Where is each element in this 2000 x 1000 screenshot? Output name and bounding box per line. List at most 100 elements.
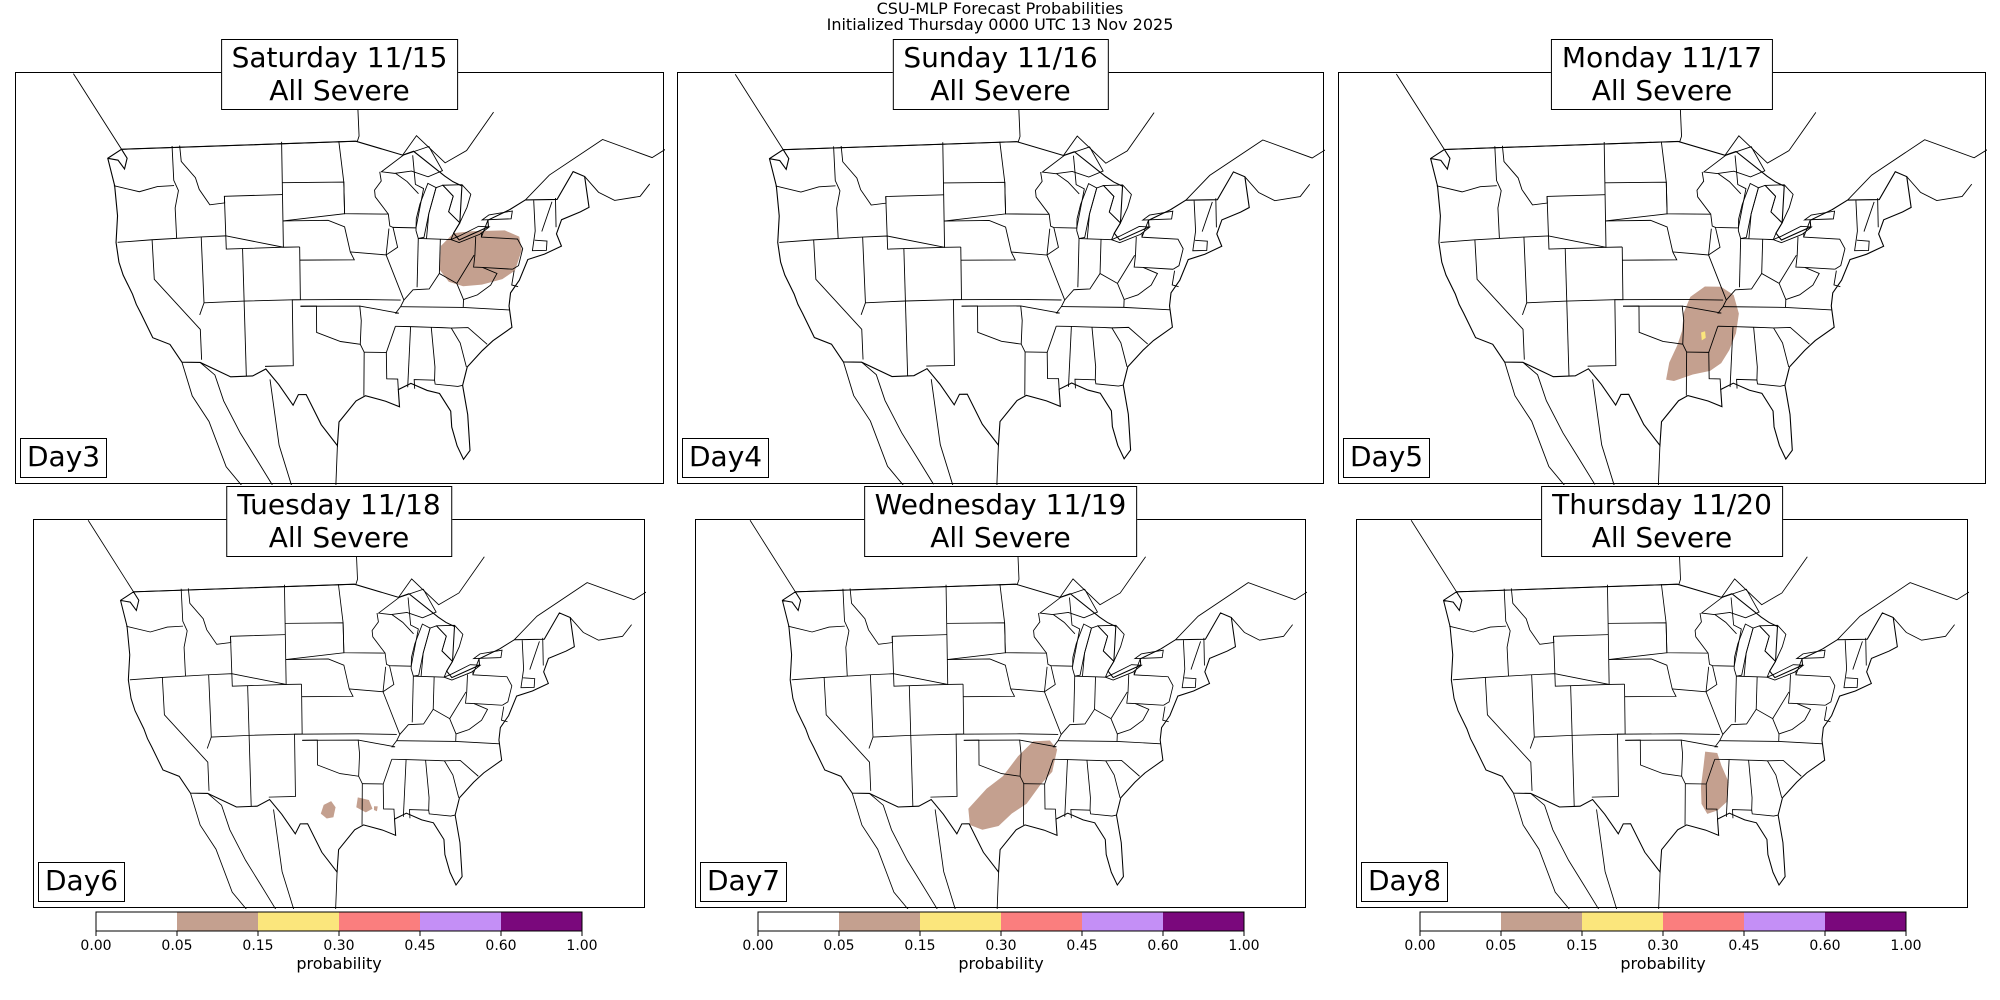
state-border	[1190, 641, 1201, 670]
state-border	[413, 327, 436, 389]
state-border	[1755, 676, 1758, 710]
coastline	[768, 141, 1250, 460]
map-panel-day6: Tuesday 11/18 All Severe Day6	[33, 486, 646, 909]
great-lakes	[1038, 588, 1164, 681]
border-line	[996, 872, 1000, 909]
state-border	[187, 588, 286, 645]
coastline	[1429, 140, 1912, 461]
colorbar-tick-label: 0.60	[485, 938, 516, 954]
border-line	[1658, 872, 1661, 909]
border-line	[1847, 139, 1987, 201]
state-border	[400, 306, 510, 311]
probability-area	[1701, 331, 1706, 341]
state-border	[1546, 142, 1607, 250]
border-line	[851, 793, 909, 909]
colorbar-segment	[1663, 912, 1744, 931]
state-borders	[749, 520, 1307, 909]
state-border	[1534, 733, 1720, 738]
state-border	[1714, 614, 1737, 635]
state-border	[247, 685, 252, 807]
colorbar-segment	[339, 912, 420, 931]
state-border	[1863, 201, 1875, 232]
lake	[1772, 225, 1813, 244]
lake	[472, 649, 503, 660]
state-border	[1767, 760, 1783, 798]
day-label: Day3	[20, 438, 108, 478]
colorbar-segment	[177, 912, 258, 931]
state-border	[300, 305, 362, 345]
state-border	[179, 145, 283, 206]
state-border	[418, 238, 451, 241]
state-border	[779, 235, 961, 248]
lake	[1096, 624, 1125, 663]
lake	[1076, 183, 1098, 240]
state-border	[868, 674, 874, 749]
state-border	[337, 584, 412, 667]
state-border	[385, 227, 399, 256]
border-line	[1175, 582, 1307, 641]
lake	[1038, 588, 1099, 619]
state-border	[382, 665, 395, 693]
state-border	[520, 640, 536, 689]
state-border	[1736, 675, 1768, 678]
state-border	[223, 141, 284, 250]
state-border	[1025, 351, 1060, 390]
state-border	[1865, 637, 1867, 666]
coastline	[1442, 583, 1898, 887]
state-border	[1449, 625, 1507, 633]
state-borders	[73, 73, 665, 485]
state-border	[1682, 254, 1727, 314]
state-border	[1086, 185, 1122, 240]
state-border	[1053, 758, 1140, 777]
state-border	[472, 658, 480, 675]
state-border	[161, 677, 210, 791]
probability-area	[968, 740, 1058, 830]
state-border	[1672, 228, 1712, 256]
probability-area	[439, 230, 522, 287]
probability-fill	[439, 230, 522, 287]
state-border	[542, 637, 544, 666]
map-day3	[73, 73, 665, 485]
probability-fill	[320, 797, 378, 819]
lake	[1803, 210, 1836, 221]
state-border	[463, 267, 498, 300]
state-borders	[87, 520, 646, 909]
state-border	[1073, 155, 1085, 229]
map-day5	[1395, 73, 1987, 485]
state-border	[1171, 270, 1179, 288]
state-border	[359, 254, 405, 314]
state-border	[391, 614, 414, 635]
state-border	[1162, 706, 1169, 723]
state-border	[407, 597, 419, 667]
probability-fill	[1700, 751, 1729, 814]
state-border	[171, 145, 179, 239]
state-border	[823, 677, 872, 791]
state-border	[1019, 691, 1062, 748]
state-border	[1126, 674, 1164, 706]
state-border	[1044, 665, 1056, 693]
state-border	[872, 733, 1059, 738]
state-border	[1564, 248, 1570, 377]
state-border	[1064, 272, 1125, 308]
state-border	[1854, 200, 1870, 252]
lake	[1737, 182, 1759, 240]
colorbar-segment	[1082, 912, 1163, 931]
colorbar-tick-label: 0.00	[742, 938, 773, 954]
border-line	[1513, 793, 1570, 909]
state-border	[860, 237, 866, 315]
border-line	[398, 556, 485, 606]
state-border	[1625, 739, 1686, 825]
state-border	[1110, 691, 1128, 719]
border-line	[1892, 617, 1955, 641]
state-border	[791, 673, 964, 685]
state-border	[1833, 270, 1841, 288]
colorbar-tick-label: 0.05	[1485, 938, 1516, 954]
state-border	[1064, 759, 1068, 817]
colorbar-segment	[839, 912, 920, 931]
state-border	[1708, 326, 1719, 353]
state-border	[1123, 267, 1159, 300]
panel-hazard: All Severe	[930, 521, 1071, 554]
border-line	[1522, 362, 1596, 485]
state-border	[455, 703, 489, 735]
state-border	[531, 200, 548, 252]
